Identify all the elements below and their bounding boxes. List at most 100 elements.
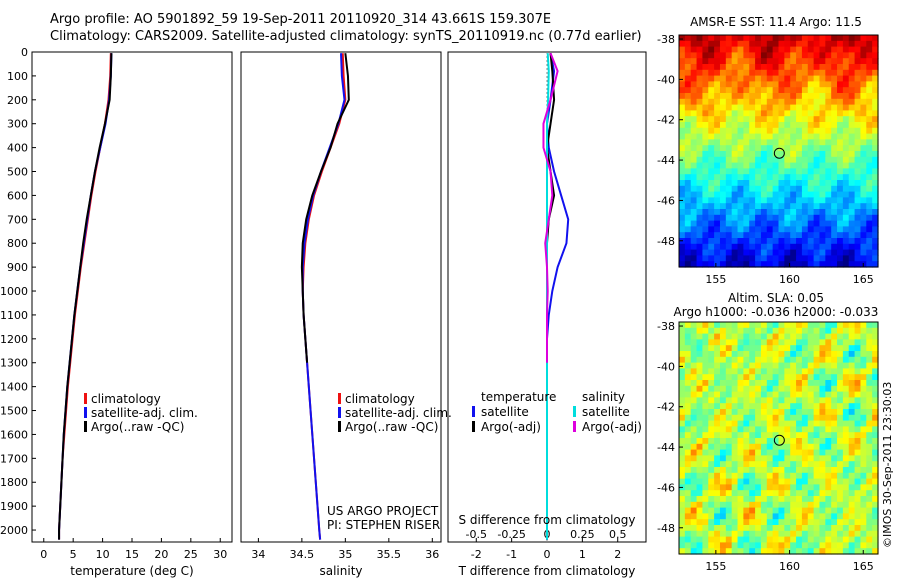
map-cell <box>714 507 721 514</box>
map-cell <box>819 255 826 262</box>
map-cell <box>796 243 803 251</box>
map-cell <box>708 443 715 451</box>
map-cell <box>743 191 750 198</box>
map-cell <box>854 385 862 393</box>
map-cell <box>790 151 797 158</box>
map-cell <box>714 362 721 369</box>
map-cell <box>848 397 856 404</box>
map-cell <box>690 391 698 398</box>
map-cell <box>872 496 879 503</box>
x-tick-label: 15 <box>125 548 139 561</box>
map-cell <box>778 220 785 227</box>
map-cell <box>719 197 727 204</box>
map-cell <box>755 156 762 164</box>
map-cell <box>725 226 733 233</box>
map-cell <box>801 519 809 526</box>
map-cell <box>708 156 715 164</box>
map-cell <box>784 339 791 346</box>
map-cell <box>684 180 692 187</box>
map-cell <box>866 345 873 352</box>
map-cell <box>708 449 715 456</box>
map-cell <box>831 162 838 169</box>
map-cell <box>831 501 838 509</box>
x-tick-label: 1 <box>579 548 586 561</box>
map-cell <box>819 133 826 140</box>
map-cell <box>831 139 838 146</box>
map-cell <box>679 104 686 111</box>
map-cell <box>679 127 686 135</box>
map-cell <box>714 391 721 398</box>
map-cell <box>760 58 768 65</box>
depth-tick-label: 0 <box>21 46 28 59</box>
map-cell <box>860 513 867 520</box>
map-cell <box>760 432 768 439</box>
map-cell <box>702 191 709 198</box>
map-cell <box>749 443 756 451</box>
map-cell <box>755 461 762 468</box>
map-cell <box>813 472 821 480</box>
map-cell <box>743 339 750 346</box>
legend-swatch-temp-argo <box>472 421 475 432</box>
map-cell <box>819 127 826 135</box>
map-cell <box>801 81 809 88</box>
map-cell <box>755 133 762 140</box>
map-cell <box>784 420 791 427</box>
map-cell <box>813 385 821 393</box>
map-cell <box>714 226 721 233</box>
map-cell <box>749 536 756 543</box>
map-cell <box>743 380 750 387</box>
map-cell <box>866 93 873 100</box>
map-cell <box>749 501 756 509</box>
map-cell <box>796 397 803 404</box>
map-cell <box>679 214 686 222</box>
map-cell <box>854 409 862 416</box>
map-cell <box>796 322 803 329</box>
legend-swatch-argo <box>338 421 341 432</box>
map-cell <box>719 385 727 393</box>
map-cell <box>702 232 709 239</box>
map-cell <box>801 472 809 480</box>
map-cell <box>719 156 727 164</box>
map-cell <box>725 156 733 164</box>
map-cell <box>807 327 815 335</box>
map-cell <box>772 385 780 393</box>
map-cell <box>796 472 803 480</box>
map-cell <box>719 255 727 262</box>
map-cell <box>684 356 692 364</box>
map-cell <box>702 203 709 210</box>
map-cell <box>837 127 844 135</box>
map-cell <box>837 368 844 375</box>
map-cell <box>679 339 686 346</box>
map-cell <box>854 214 862 222</box>
map-cell <box>772 162 780 169</box>
map-cell <box>772 345 780 352</box>
map-cell <box>725 490 733 497</box>
map-cell <box>854 327 862 335</box>
map-cell <box>760 168 768 175</box>
map-cell <box>842 174 850 181</box>
map-cell <box>766 93 774 100</box>
map-cell <box>766 507 774 514</box>
map-cell <box>848 356 856 364</box>
map-cell <box>684 162 692 169</box>
map-cell <box>725 362 733 369</box>
map-cell <box>860 472 867 480</box>
map-cell <box>749 185 756 193</box>
map-cell <box>866 116 873 123</box>
map-cell <box>796 93 803 100</box>
map-cell <box>784 98 791 106</box>
map-cell <box>831 69 838 77</box>
map-cell <box>825 414 832 422</box>
map-cell <box>737 420 744 427</box>
map-cell <box>731 356 739 364</box>
figure-title-line2: Climatology: CARS2009. Satellite-adjuste… <box>50 29 642 44</box>
map-cell <box>731 542 739 549</box>
map-cell <box>737 397 744 404</box>
map-cell <box>784 110 791 117</box>
map-cell <box>801 58 809 65</box>
map-cell <box>819 409 826 416</box>
map-cell <box>725 472 733 480</box>
map-cell <box>837 530 844 538</box>
map-cell <box>772 174 780 181</box>
map-cell <box>825 507 832 514</box>
